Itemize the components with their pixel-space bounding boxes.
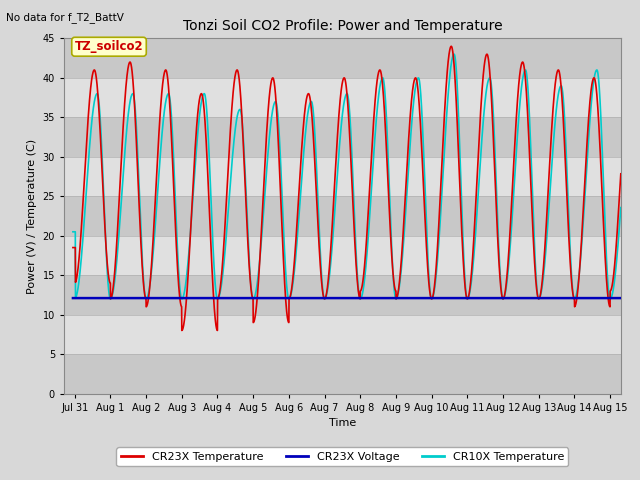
Bar	[64, 315, 621, 354]
Bar	[64, 275, 621, 315]
Title: Tonzi Soil CO2 Profile: Power and Temperature: Tonzi Soil CO2 Profile: Power and Temper…	[182, 19, 502, 33]
Bar	[64, 354, 621, 394]
Text: TZ_soilco2: TZ_soilco2	[75, 40, 143, 53]
Bar	[64, 236, 621, 275]
Bar	[64, 117, 621, 157]
Bar	[64, 157, 621, 196]
Y-axis label: Power (V) / Temperature (C): Power (V) / Temperature (C)	[27, 138, 37, 294]
Bar	[64, 38, 621, 78]
Legend: CR23X Temperature, CR23X Voltage, CR10X Temperature: CR23X Temperature, CR23X Voltage, CR10X …	[116, 447, 568, 466]
X-axis label: Time: Time	[329, 418, 356, 428]
Bar	[64, 78, 621, 117]
Bar	[64, 196, 621, 236]
Text: No data for f_T2_BattV: No data for f_T2_BattV	[6, 12, 124, 23]
